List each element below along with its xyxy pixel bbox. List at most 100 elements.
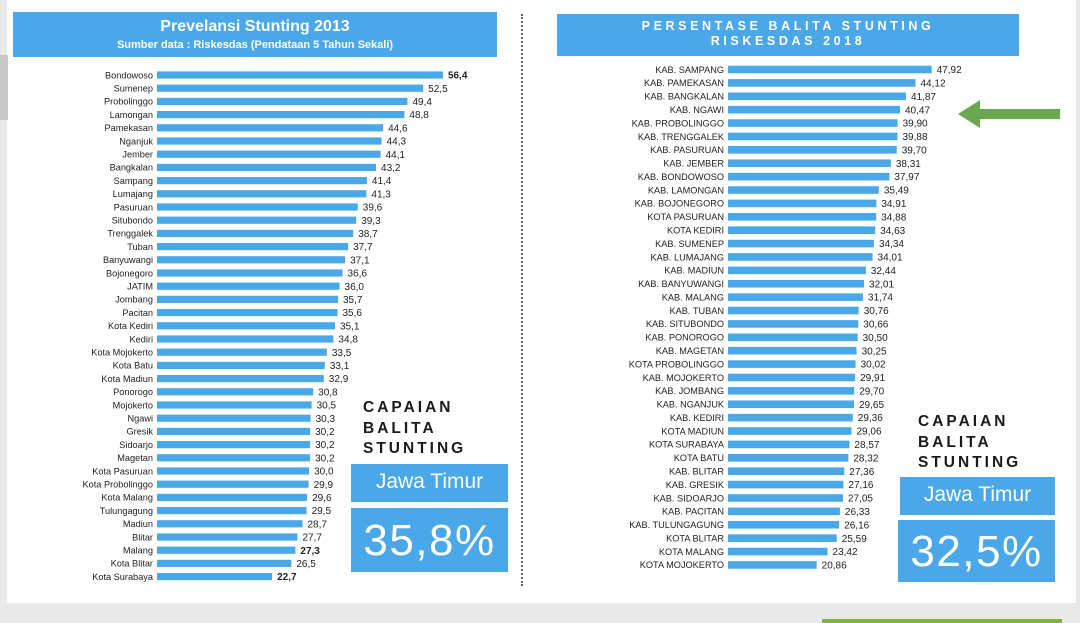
chart-2013-value-label: 44,1 <box>386 150 406 161</box>
left-edge-shadow <box>0 55 8 120</box>
chart-2018-category-label: KOTA KEDIRI <box>667 225 724 235</box>
chart-2018-value-label: 44,12 <box>921 78 946 89</box>
chart-2018-bar <box>728 561 817 569</box>
chart-2018-value-label: 34,01 <box>878 253 903 264</box>
chart-2013-category-label: Sidoarjo <box>119 440 153 450</box>
chart-2018-bar <box>728 427 852 435</box>
chart-2013-bar <box>157 150 381 158</box>
chart-2013-value-label: 30,0 <box>314 467 334 478</box>
chart-2013-value-label: 35,7 <box>343 295 363 306</box>
chart-2013-bar <box>157 229 354 237</box>
chart-2013-value-label: 43,2 <box>381 163 401 174</box>
chart-2018-bar <box>728 266 866 275</box>
chart-2013-category-label: Lamongan <box>110 110 153 120</box>
chart-2013-value-label: 30,3 <box>316 414 336 425</box>
chart-2018-value-label: 27,36 <box>849 467 874 478</box>
chart-2013-bar <box>157 322 335 330</box>
chart-2018-category-label: KAB. BLITAR <box>669 467 724 477</box>
chart-2018-bar <box>728 346 857 355</box>
chart-2018-category-label: KAB. PROBOLINGGO <box>632 118 724 128</box>
chart-2013-bar <box>157 520 303 528</box>
chart-2013-value-label: 26,5 <box>296 559 316 570</box>
chart-2013-bar <box>157 414 311 422</box>
chart-2018-bar <box>728 333 858 342</box>
chart-2013-value-label: 44,3 <box>387 137 407 148</box>
chart-2018-category-label: KOTA SURABAYA <box>649 440 725 450</box>
chart-2018-value-label: 39,70 <box>902 145 927 156</box>
chart-2013-value-label: 33,5 <box>332 348 352 359</box>
chart-2018-bar <box>728 79 916 87</box>
chart-2018-category-label: KAB. BOJONEGORO <box>635 199 724 209</box>
chart-2018-bar <box>728 480 844 489</box>
chart-2018-bar <box>728 507 840 516</box>
chart-2013-bar <box>157 269 343 277</box>
chart-2018-bar <box>728 186 879 194</box>
chart-2013-bar <box>157 427 311 435</box>
chart-2018-bar <box>728 494 843 502</box>
chart-2013-category-label: Trenggalek <box>107 229 153 239</box>
chart-2018-value-label: 39,90 <box>903 119 928 130</box>
chart-2018-value-label: 40,47 <box>905 105 930 116</box>
chart-2013-bar <box>157 190 367 198</box>
chart-2018-category-label: KAB. MADIUN <box>664 266 724 276</box>
chart-2018-bar <box>728 413 853 422</box>
chart-2013-bar <box>157 546 296 554</box>
chart-2018-bar <box>728 119 898 127</box>
chart-2018-category-label: KAB. SUMENEP <box>655 239 724 249</box>
chart-2013-value-label: 29,5 <box>312 506 332 517</box>
chart-2018-bar <box>728 454 849 462</box>
chart-2013-category-label: Pamekasan <box>104 123 153 133</box>
chart-2013-bar <box>157 480 309 488</box>
chart-2018-value-label: 30,02 <box>861 360 886 371</box>
chart-2013-value-label: 27,3 <box>300 546 320 557</box>
chart-2013-value-label: 30,2 <box>315 440 335 451</box>
chart-2013-category-label: Pasuruan <box>114 202 153 212</box>
chart-2013-category-label: Madiun <box>123 519 153 529</box>
chart-2013-category-label: Tuban <box>127 242 153 252</box>
chart-2018-category-label: KAB. GRESIK <box>666 480 725 490</box>
chart-2018-value-label: 34,91 <box>881 199 906 210</box>
chart-2018-value-label: 28,32 <box>853 453 878 464</box>
chart-2018-value-label: 26,16 <box>844 520 869 531</box>
chart-2013-subtitle: Sumber data : Riskesdas (Pendataan 5 Tah… <box>116 39 394 51</box>
chart-2018-bar <box>728 547 828 556</box>
chart-2018-category-label: KAB. TRENGGALEK <box>638 132 725 142</box>
chart-2013-value-label: 56,4 <box>448 71 468 82</box>
chart-2013-category-label: Bangkalan <box>110 163 153 173</box>
callout-2018-region: Jawa Timur <box>900 477 1055 515</box>
chart-2018-category-label: KAB. KEDIRI <box>670 413 724 423</box>
chart-2013-value-label: 30,5 <box>317 401 337 412</box>
chart-2013-bar <box>157 203 358 211</box>
chart-2013-category-label: Kota Madiun <box>101 374 153 384</box>
chart-2018-category-label: KOTA BLITAR <box>666 533 724 543</box>
chart-2018-bar <box>728 159 891 168</box>
highlight-arrow-icon <box>958 100 1060 128</box>
chart-2013-value-label: 48,8 <box>409 110 429 121</box>
chart-2013-bar <box>157 533 298 541</box>
chart-2018-title-line1: PERSENTASE BALITA STUNTING <box>641 19 935 33</box>
chart-2013-value-label: 39,3 <box>361 216 381 227</box>
chart-2018-value-label: 29,65 <box>859 400 884 411</box>
chart-2018-value-label: 47,92 <box>937 65 962 76</box>
chart-2013-value-label: 30,2 <box>315 453 335 464</box>
chart-2013-value-label: 34,8 <box>338 335 358 346</box>
chart-2018-value-label: 29,70 <box>859 386 884 397</box>
callout-2013-line1: CAPAIAN <box>363 399 454 416</box>
chart-2018-value-label: 30,25 <box>862 346 887 357</box>
chart-2018-category-label: KOTA BATU <box>674 453 724 463</box>
chart-2018-value-label: 34,63 <box>880 226 905 237</box>
chart-2018-bar <box>728 199 877 208</box>
callout-2013-region: Jawa Timur <box>351 464 508 502</box>
chart-2013-value-label: 39,6 <box>363 203 383 214</box>
chart-2018-category-label: KAB. MOJOKERTO <box>643 373 724 383</box>
chart-2018-category-label: KAB. MAGETAN <box>656 346 724 356</box>
chart-2013-value-label: 41,3 <box>371 189 391 200</box>
chart-2018-bar <box>728 212 877 221</box>
chart-2018-bar <box>728 253 873 261</box>
chart-2013-bar <box>157 401 312 409</box>
chart-2018-bar <box>728 440 850 449</box>
chart-2013-value-label: 22,7 <box>277 572 297 583</box>
chart-2018-category-label: KAB. JEMBER <box>663 159 724 169</box>
chart-2013-bar <box>157 467 310 475</box>
chart-2013-category-label: Kota Malang <box>101 493 153 503</box>
